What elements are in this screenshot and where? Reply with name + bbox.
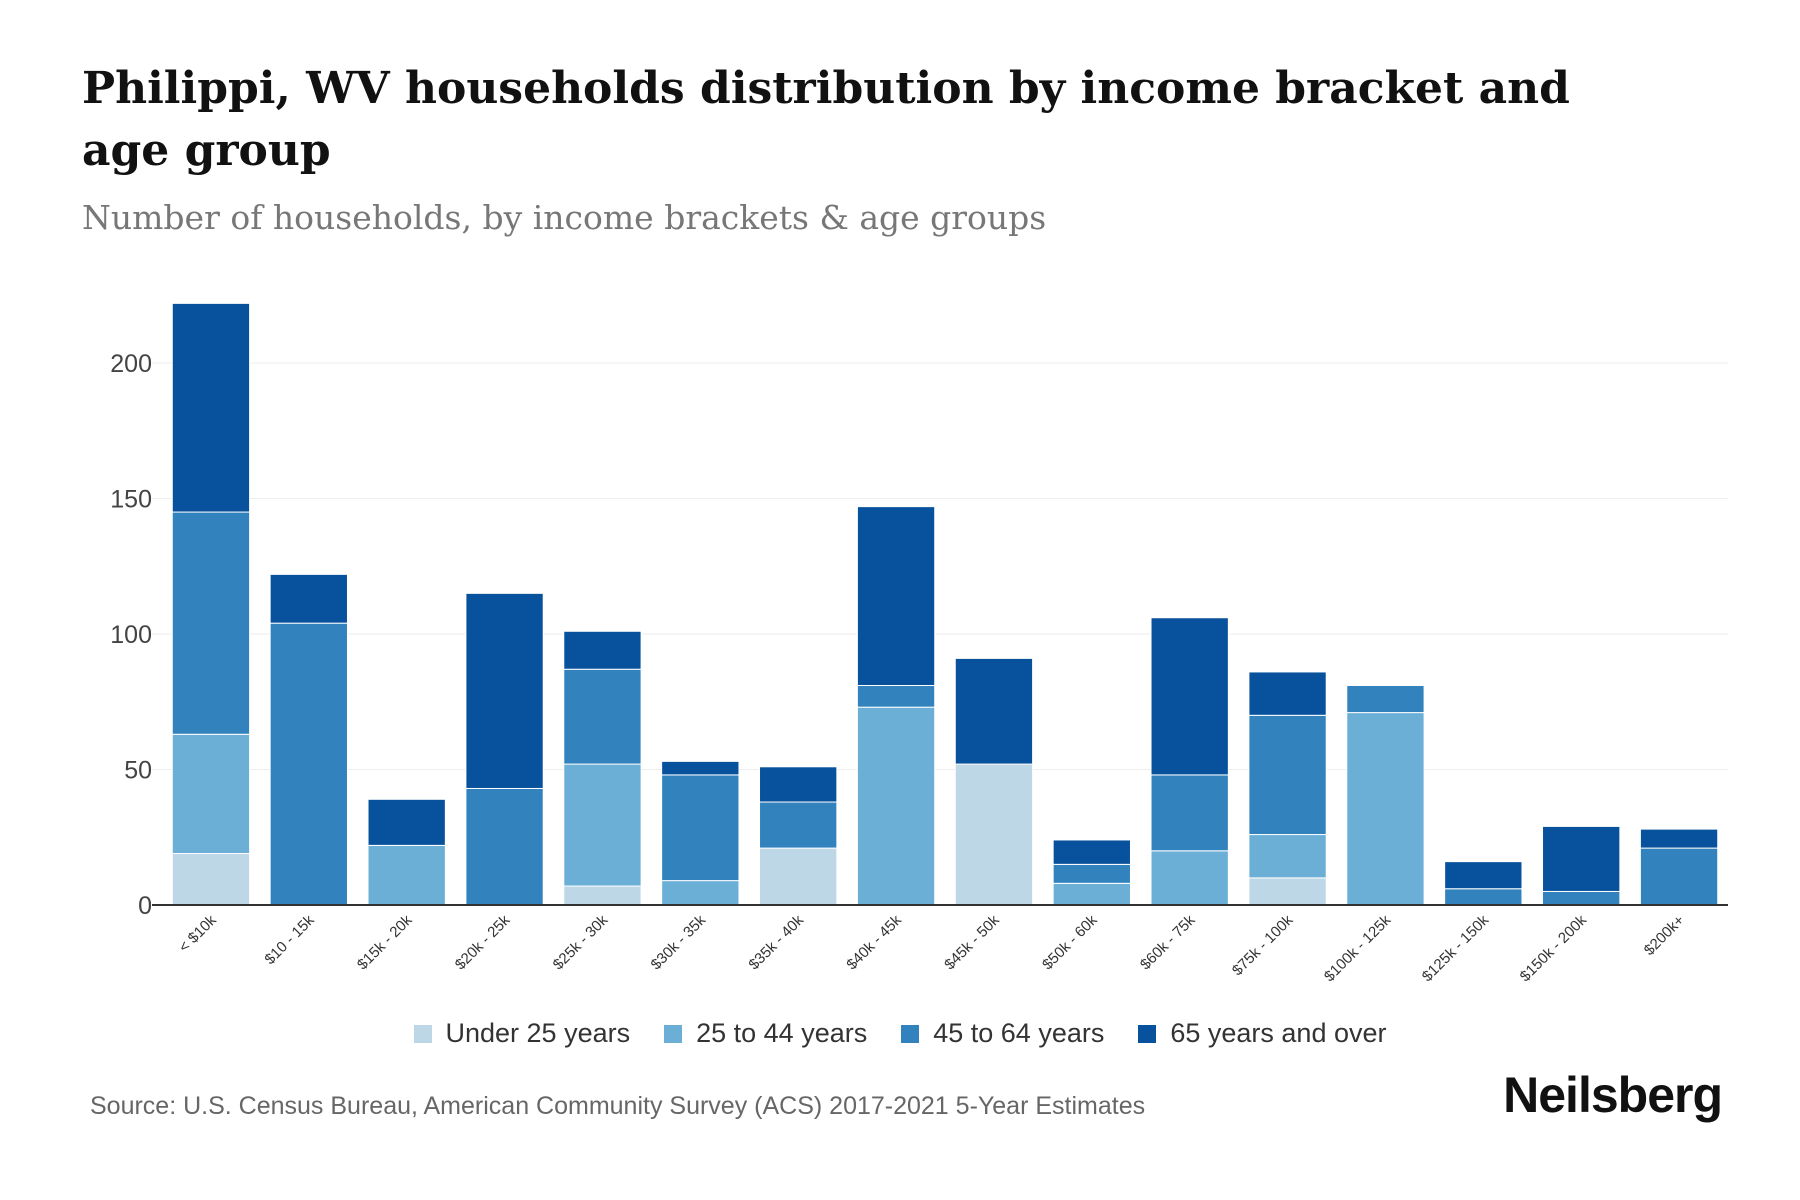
bar-segment — [1639, 828, 1719, 849]
bars — [171, 302, 1719, 906]
x-tick-label: $35k - 40k — [745, 911, 807, 973]
bar-segment — [269, 622, 348, 906]
x-tick-label: $40k - 45k — [843, 911, 905, 973]
legend-label-25-44: 25 to 44 years — [696, 1018, 868, 1048]
bar-segment — [759, 766, 838, 803]
bar-segment — [1444, 888, 1523, 906]
bar-segment — [171, 302, 251, 513]
legend-item-25-44: 25 to 44 years — [664, 1018, 867, 1049]
y-tick-label: 50 — [124, 757, 152, 785]
bar-segment — [563, 668, 642, 765]
bar-segment — [1248, 877, 1327, 906]
legend-swatch-25-44 — [664, 1024, 683, 1043]
bar-segment — [465, 592, 544, 789]
bar-segment — [1052, 882, 1131, 906]
bar-segment — [1542, 825, 1621, 892]
bar-segment — [1248, 834, 1327, 879]
bar-segment — [1444, 861, 1523, 890]
bar-segment — [759, 801, 838, 849]
bar-segment — [1542, 890, 1621, 906]
x-tick-label: $100k - 125k — [1321, 911, 1395, 985]
y-tick-label: 100 — [110, 621, 152, 649]
bar-segment — [759, 847, 838, 906]
x-tick-label: $20k - 25k — [452, 911, 514, 973]
x-tick-label: $60k - 75k — [1137, 911, 1199, 973]
legend: Under 25 years 25 to 44 years 45 to 64 y… — [0, 1018, 1800, 1049]
chart-title: Philippi, WV households distribution by … — [82, 63, 1570, 176]
legend-label-45-64: 45 to 64 years — [933, 1018, 1105, 1048]
stacked-bar-chart: 0 50 100 150 200 < $10k $10 - 15k $15k - 20k $20… — [110, 302, 1728, 985]
bar-segment — [1639, 847, 1719, 906]
bar-segment — [171, 733, 251, 855]
bar-segment — [1150, 850, 1229, 906]
brand-logo: Neilsberg — [1503, 1067, 1723, 1123]
legend-item-45-64: 45 to 64 years — [901, 1018, 1104, 1049]
y-tick-label: 200 — [110, 350, 152, 378]
source-note: Source: U.S. Census Bureau, American Com… — [90, 1092, 1146, 1120]
bar-segment — [856, 706, 936, 906]
chart-subtitle: Number of households, by income brackets… — [82, 198, 1047, 237]
y-tick-label: 0 — [138, 892, 152, 920]
bar-segment — [661, 760, 740, 776]
x-tick-label: $200k+ — [1641, 912, 1688, 959]
legend-item-65-plus: 65 years and over — [1138, 1018, 1387, 1049]
bar-segment — [856, 506, 936, 686]
bar-segment — [171, 853, 251, 906]
y-tick-label: 150 — [110, 486, 152, 514]
x-tick-label: $50k - 60k — [1039, 911, 1101, 973]
legend-swatch-65-plus — [1138, 1024, 1157, 1043]
bar-segment — [171, 511, 251, 735]
bar-segment — [1346, 712, 1425, 906]
legend-item-under-25: Under 25 years — [413, 1018, 631, 1049]
bar-segment — [661, 774, 740, 882]
bar-segment — [367, 844, 446, 906]
x-tick-label: $10 - 15k — [261, 911, 318, 968]
x-tick-label: $75k - 100k — [1229, 911, 1297, 979]
bar-segment — [1150, 774, 1229, 852]
bar-segment — [367, 798, 446, 846]
x-tick-label: $125k - 150k — [1419, 911, 1493, 985]
x-tick-label: $150k - 200k — [1517, 911, 1591, 985]
legend-swatch-45-64 — [901, 1024, 920, 1043]
bar-segment — [1150, 617, 1229, 776]
grid-lines — [152, 362, 1728, 770]
x-tick-label: $30k - 35k — [648, 911, 710, 973]
legend-label-65-plus: 65 years and over — [1170, 1018, 1387, 1048]
bar-segment — [563, 630, 642, 670]
bar-segment — [563, 885, 642, 906]
x-tick-label: $25k - 30k — [550, 911, 612, 973]
bar-segment — [1346, 684, 1425, 714]
legend-swatch-under-25 — [413, 1024, 432, 1043]
bar-segment — [465, 787, 544, 906]
x-tick-label: $15k - 20k — [354, 911, 416, 973]
x-tick-label: < $10k — [176, 911, 221, 956]
bar-segment — [269, 573, 348, 624]
bar-segment — [1248, 714, 1327, 836]
bar-segment — [661, 880, 740, 906]
legend-label-under-25: Under 25 years — [445, 1018, 631, 1048]
bar-segment — [1052, 863, 1131, 884]
bar-segment — [954, 657, 1034, 765]
bar-segment — [1052, 839, 1131, 865]
bar-segment — [856, 684, 936, 708]
bar-segment — [954, 763, 1034, 906]
bar-segment — [1248, 671, 1327, 716]
x-tick-label: $45k - 50k — [941, 911, 1003, 973]
bar-segment — [563, 763, 642, 887]
